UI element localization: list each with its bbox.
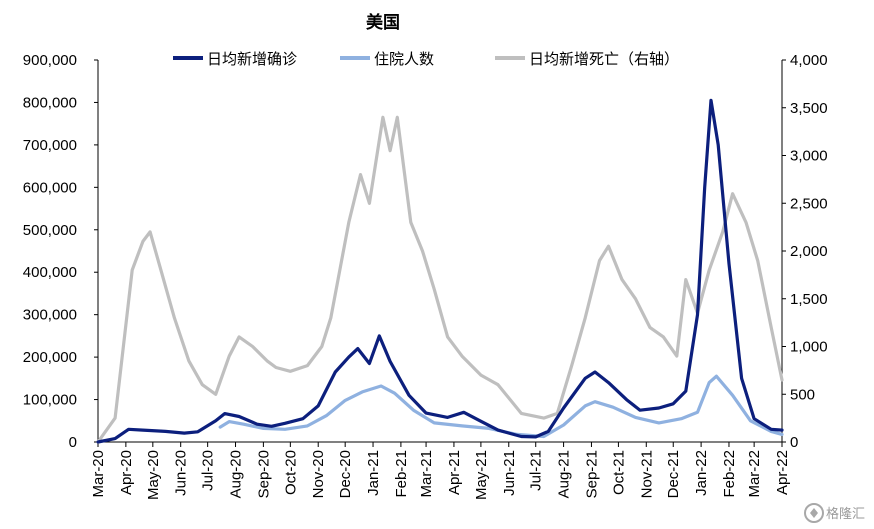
y-left-tick-label: 200,000 — [23, 349, 77, 366]
legend-label-hospitalized: 住院人数 — [374, 50, 434, 68]
x-tick-label: Jan-22 — [693, 450, 710, 496]
y-left-tick-label: 300,000 — [23, 307, 77, 324]
watermark: 格隆汇 — [804, 503, 865, 523]
y-left-tick-label: 700,000 — [23, 137, 77, 154]
x-tick-label: Jan-21 — [365, 450, 382, 496]
legend: 日均新增确诊 住院人数 日均新增死亡（右轴） — [173, 50, 679, 68]
x-tick-label: Dec-20 — [337, 450, 354, 498]
y-right-tick-label: 2,000 — [790, 243, 828, 260]
y-right-tick-label: 1,500 — [790, 291, 828, 308]
x-tick-label: Mar-22 — [746, 450, 763, 498]
x-tick-label: Sep-21 — [583, 450, 600, 498]
y-left-tick-label: 400,000 — [23, 264, 77, 281]
x-tick-label: Jun-20 — [173, 450, 190, 496]
y-left-tick-label: 500,000 — [23, 222, 77, 239]
x-tick-label: Dec-21 — [665, 450, 682, 498]
x-tick-label: Oct-21 — [610, 450, 627, 495]
y-right-tick-label: 2,500 — [790, 195, 828, 212]
y-right-tick-label: 0 — [790, 434, 798, 451]
legend-label-confirmed: 日均新增确诊 — [207, 50, 297, 68]
series-layer — [96, 98, 784, 444]
y-left-tick-label: 0 — [69, 434, 77, 451]
y-left-tick-label: 600,000 — [23, 179, 77, 196]
series-line-hospitalized — [218, 374, 784, 439]
y-left-tick-label: 100,000 — [23, 392, 77, 409]
gelonghui-logo-icon — [804, 503, 824, 523]
x-tick-label: May-20 — [145, 450, 162, 500]
x-tick-label: Mar-21 — [418, 450, 435, 498]
watermark-text: 格隆汇 — [826, 506, 865, 522]
y-right-tick-label: 1,000 — [790, 339, 828, 356]
x-tick-label: Aug-21 — [556, 450, 573, 498]
x-tick-label: Apr-20 — [118, 450, 135, 495]
series-line-deaths — [96, 115, 784, 444]
x-tick-label: Jun-21 — [501, 450, 518, 496]
series-line-confirmed — [96, 98, 784, 444]
x-tick-label: Feb-21 — [393, 450, 410, 498]
x-tick-label: Oct-20 — [282, 450, 299, 495]
x-tick-label: Aug-20 — [228, 450, 245, 498]
y-right-tick-label: 500 — [790, 386, 815, 403]
y-right-tick-label: 3,500 — [790, 100, 828, 117]
x-tick-label: Jul-20 — [200, 450, 217, 491]
x-tick-label: Nov-20 — [310, 450, 327, 498]
y-left-tick-label: 800,000 — [23, 94, 77, 111]
x-tick-label: Jul-21 — [528, 450, 545, 491]
x-tick-label: Apr-22 — [774, 450, 791, 495]
x-tick-label: May-21 — [473, 450, 490, 500]
y-left-tick-label: 900,000 — [23, 52, 77, 69]
y-right-tick-label: 4,000 — [790, 52, 828, 69]
axes: 0 100,000 200,000 300,000 400,000 500,000 600,… — [23, 52, 828, 500]
chart-title: 美国 — [366, 12, 400, 33]
y-right-tick-label: 3,000 — [790, 148, 828, 165]
x-tick-label: Mar-20 — [90, 450, 107, 498]
x-tick-label: Apr-21 — [446, 450, 463, 495]
legend-label-deaths: 日均新增死亡（右轴） — [529, 50, 679, 68]
x-tick-label: Nov-21 — [638, 450, 655, 498]
x-tick-label: Sep-20 — [255, 450, 272, 498]
x-tick-label: Feb-22 — [721, 450, 738, 498]
